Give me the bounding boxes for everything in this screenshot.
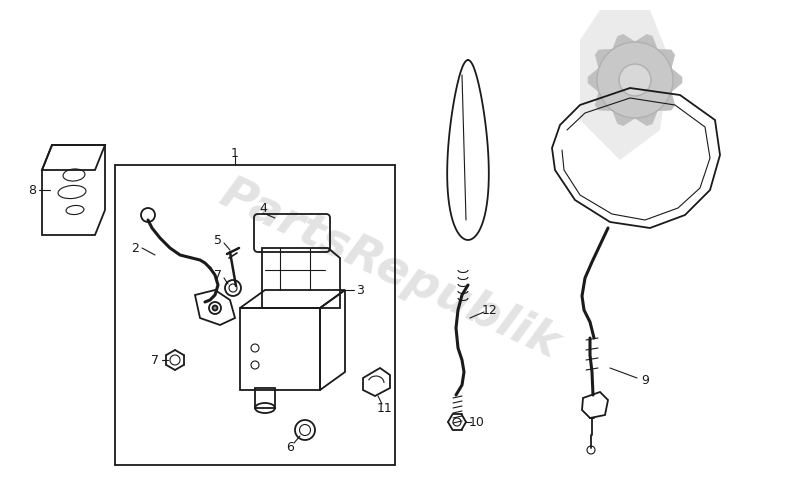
Circle shape: [619, 64, 651, 96]
Text: 10: 10: [469, 416, 485, 428]
Text: 6: 6: [286, 441, 294, 454]
Text: 7: 7: [214, 269, 222, 281]
Polygon shape: [635, 34, 658, 49]
Text: 9: 9: [641, 373, 649, 387]
Polygon shape: [613, 111, 635, 125]
Text: 12: 12: [482, 303, 498, 317]
Polygon shape: [580, 10, 670, 160]
Polygon shape: [671, 68, 682, 92]
Text: 1: 1: [231, 147, 239, 160]
Text: 8: 8: [28, 183, 36, 196]
Circle shape: [597, 42, 673, 118]
Polygon shape: [658, 49, 674, 68]
Circle shape: [141, 208, 155, 222]
Text: 3: 3: [356, 284, 364, 296]
Polygon shape: [613, 34, 635, 49]
Text: 5: 5: [214, 234, 222, 246]
Circle shape: [213, 305, 218, 311]
Text: 4: 4: [259, 201, 267, 215]
Text: 2: 2: [131, 242, 139, 254]
Polygon shape: [588, 68, 599, 92]
Text: PartsRepublik: PartsRepublik: [214, 172, 566, 368]
Polygon shape: [595, 92, 613, 111]
Polygon shape: [658, 92, 674, 111]
Text: 11: 11: [377, 401, 393, 415]
Polygon shape: [635, 111, 658, 125]
Polygon shape: [595, 49, 613, 68]
Text: 7: 7: [151, 353, 159, 367]
